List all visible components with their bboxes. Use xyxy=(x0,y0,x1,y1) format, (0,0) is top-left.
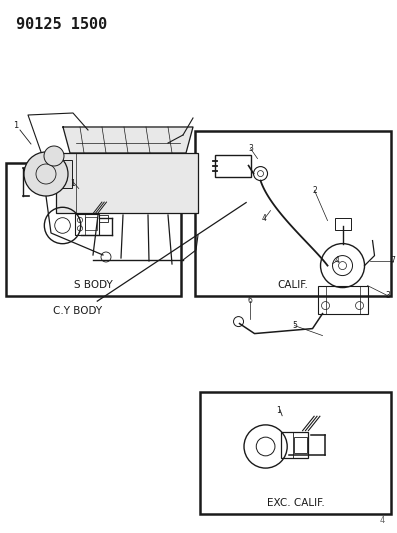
Bar xyxy=(335,217,351,230)
Bar xyxy=(200,392,391,514)
Circle shape xyxy=(24,152,68,196)
Circle shape xyxy=(44,146,64,166)
Text: EXC. CALIF.: EXC. CALIF. xyxy=(267,498,325,508)
Text: 90125 1500: 90125 1500 xyxy=(16,17,107,32)
Bar xyxy=(295,437,307,453)
Text: 1: 1 xyxy=(70,179,75,188)
Bar xyxy=(99,215,108,222)
Polygon shape xyxy=(63,127,193,153)
Text: 4: 4 xyxy=(335,256,340,265)
Text: 1: 1 xyxy=(276,406,281,415)
Bar xyxy=(318,286,368,313)
Bar xyxy=(281,432,308,458)
Text: CALIF.: CALIF. xyxy=(278,280,308,290)
Text: 5: 5 xyxy=(292,321,297,330)
Bar xyxy=(85,217,97,230)
Bar xyxy=(195,131,391,296)
Text: 4: 4 xyxy=(380,516,385,525)
Bar xyxy=(56,153,198,213)
Text: 7: 7 xyxy=(390,256,395,265)
Text: 3: 3 xyxy=(385,291,390,300)
Bar xyxy=(6,163,181,296)
Text: 1: 1 xyxy=(13,122,19,131)
Text: S BODY: S BODY xyxy=(74,280,113,290)
Bar xyxy=(75,214,99,235)
Text: 6: 6 xyxy=(247,296,252,305)
Bar xyxy=(54,160,72,188)
Text: 2: 2 xyxy=(312,186,317,195)
Text: C.Y BODY: C.Y BODY xyxy=(53,306,102,317)
Text: 4: 4 xyxy=(262,214,267,223)
Text: 3: 3 xyxy=(248,144,253,153)
